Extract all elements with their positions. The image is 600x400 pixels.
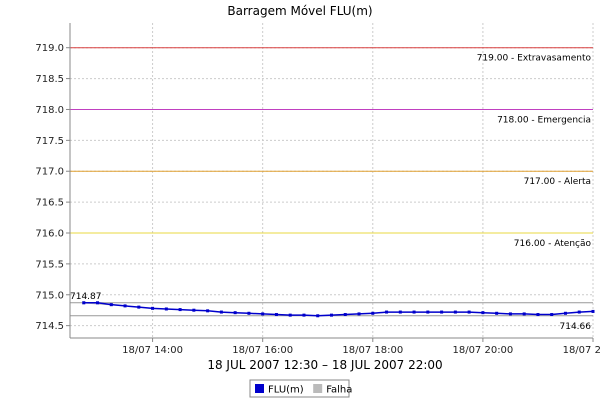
data-point [563, 311, 567, 315]
data-point [261, 312, 265, 316]
data-point [357, 312, 361, 316]
data-point [109, 303, 113, 307]
data-point [82, 301, 86, 305]
threshold-label: 719.00 - Extravasamento [477, 54, 592, 64]
threshold-label: 718.00 - Emergencia [497, 115, 591, 125]
series-line-flu-m- [83, 302, 594, 317]
reference-label-max: 714.87 [70, 292, 102, 302]
data-point [137, 305, 141, 309]
data-point [151, 306, 155, 310]
data-point [453, 310, 457, 314]
plot-area [70, 23, 593, 338]
plot-background [70, 23, 593, 338]
legend-swatch [313, 384, 323, 393]
legend-swatch [255, 384, 264, 393]
x-tick-label: 18/07 22:00 [563, 345, 600, 356]
data-point [591, 309, 595, 313]
data-point [412, 310, 416, 314]
data-point [96, 301, 100, 305]
data-point [522, 312, 526, 316]
y-tick-label: 717.5 [35, 136, 64, 147]
data-point [274, 313, 278, 317]
data-point [508, 312, 512, 316]
data-point [178, 308, 182, 312]
y-axis-ticks: 714.5 715.0 715.5 716.0 716.5 717.0 717.5 718.0… [35, 43, 70, 332]
x-tick-label: 18/07 20:00 [452, 345, 513, 356]
data-point [330, 313, 333, 317]
x-axis-label: 18 JUL 2007 12:30 – 18 JUL 2007 22:00 [207, 358, 442, 372]
y-tick-label: 714.5 [35, 321, 64, 332]
legend: FLU(m) Falha [249, 379, 352, 398]
y-tick-label: 715.5 [35, 259, 64, 270]
x-tick-label: 18/07 14:00 [122, 345, 183, 356]
x-tick-label: 18/07 16:00 [232, 345, 293, 356]
legend-box [249, 379, 350, 398]
threshold-label: 716.00 - Atenção [514, 239, 592, 249]
data-point [343, 313, 347, 317]
threshold-lines: 719.00 - Extravasamento 718.00 - Emergenc… [70, 47, 593, 249]
data-point [316, 314, 320, 318]
y-tick-label: 718.0 [35, 105, 64, 116]
x-axis-ticks: 18/07 14:00 18/07 16:00 18/07 18:00 18/07 2… [122, 338, 600, 356]
data-point [398, 310, 402, 314]
data-point [123, 304, 127, 308]
chart-title: Barragem Móvel FLU(m) [227, 4, 372, 18]
reference-label-min: 714.66 [560, 322, 592, 332]
data-point [467, 310, 471, 314]
series-group [82, 301, 595, 318]
data-point [385, 310, 389, 314]
y-tick-label: 718.5 [35, 74, 64, 85]
y-tick-label: 716.0 [35, 229, 64, 240]
data-point [495, 311, 499, 315]
data-point [219, 310, 223, 314]
data-point [288, 313, 292, 317]
data-point [577, 310, 581, 314]
y-tick-label: 716.5 [35, 198, 64, 209]
legend-label: Falha [326, 385, 352, 396]
data-point [550, 313, 554, 317]
data-point [371, 311, 375, 315]
legend-label: FLU(m) [268, 385, 304, 396]
y-tick-label: 715.0 [35, 290, 64, 301]
data-point [426, 310, 430, 314]
data-point [481, 311, 485, 315]
data-point [233, 311, 237, 315]
data-point [192, 308, 196, 312]
x-tick-label: 18/07 18:00 [342, 345, 403, 356]
data-point [536, 313, 540, 317]
y-tick-label: 717.0 [35, 167, 64, 178]
data-point [440, 310, 444, 314]
data-point [247, 311, 251, 315]
y-tick-label: 719.0 [35, 43, 64, 54]
axes [69, 23, 593, 339]
data-point [302, 313, 306, 317]
threshold-label: 717.00 - Alerta [524, 177, 591, 187]
data-point [206, 309, 210, 313]
data-point [164, 307, 168, 311]
